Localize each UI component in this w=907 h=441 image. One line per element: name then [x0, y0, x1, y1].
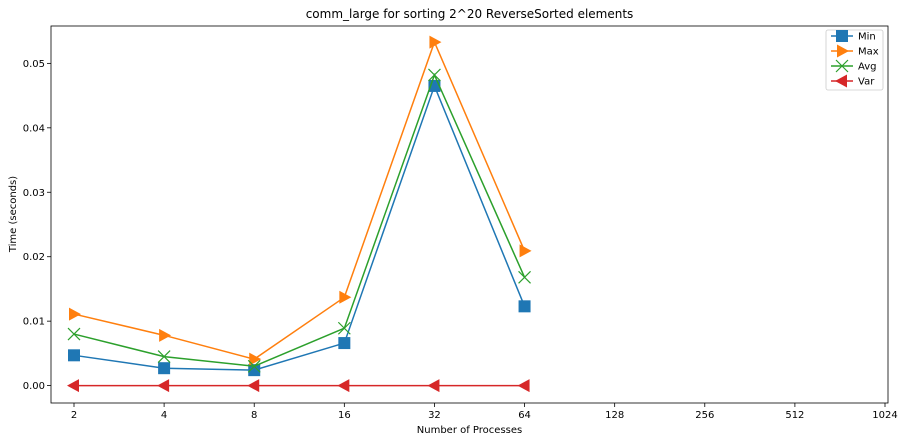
- series-avg: [67, 68, 531, 373]
- series-line: [73, 72, 526, 368]
- legend-marker: [835, 59, 849, 73]
- y-tick-label: 0.05: [23, 59, 45, 70]
- y-tick-label: 0.04: [23, 123, 45, 134]
- legend-marker: [837, 44, 849, 58]
- data-point: [337, 379, 350, 393]
- y-tick-label: 0.03: [23, 188, 45, 199]
- y-tick-label: 0.00: [23, 381, 45, 392]
- data-point: [67, 327, 81, 341]
- series-layer: [67, 35, 532, 393]
- y-tick-label: 0.01: [23, 317, 45, 328]
- x-tick-label: 512: [785, 410, 804, 421]
- data-point: [67, 379, 79, 393]
- legend-marker: [835, 74, 847, 88]
- x-tick-label: 256: [695, 410, 714, 421]
- data-point: [157, 350, 171, 364]
- legend-label: Var: [858, 77, 875, 88]
- series-var: [67, 379, 530, 393]
- data-point: [248, 364, 261, 377]
- y-axis-label: Time (seconds): [8, 176, 19, 253]
- x-tick-label: 64: [518, 410, 531, 421]
- data-point: [69, 307, 81, 321]
- data-point: [338, 337, 351, 350]
- legend-item: Min: [831, 30, 876, 43]
- data-point: [518, 300, 531, 313]
- plot-area: [50, 25, 889, 404]
- legend-item: Var: [831, 74, 875, 88]
- y-tick-label: 0.02: [23, 252, 45, 263]
- data-point: [519, 244, 532, 258]
- data-point: [337, 321, 351, 335]
- data-point: [427, 379, 440, 393]
- legend-label: Max: [858, 47, 879, 58]
- data-point: [339, 290, 352, 304]
- legend-label: Min: [858, 32, 876, 43]
- data-point: [517, 379, 530, 393]
- x-tick-label: 16: [338, 410, 351, 421]
- legend-label: Avg: [858, 62, 877, 73]
- x-axis: 2 4 8 16 32 64 128 256 512 1024: [71, 403, 898, 421]
- data-point: [428, 68, 441, 82]
- data-point: [159, 328, 172, 342]
- x-tick-label: 8: [251, 410, 257, 421]
- series-max: [69, 35, 532, 366]
- data-point: [68, 349, 80, 362]
- data-point: [249, 352, 262, 366]
- x-tick-label: 32: [428, 410, 441, 421]
- legend-marker: [836, 30, 848, 42]
- legend-box: [825, 29, 884, 91]
- legend-item: Max: [831, 44, 879, 58]
- data-point: [247, 379, 260, 393]
- legend: Min Max Avg Var: [825, 29, 884, 91]
- x-axis-label: Number of Processes: [417, 425, 522, 436]
- data-point: [518, 270, 531, 284]
- legend-item: Avg: [831, 59, 877, 73]
- x-tick-label: 2: [71, 410, 77, 421]
- x-tick-label: 128: [605, 410, 624, 421]
- series-line: [73, 83, 526, 371]
- series-line: [73, 40, 526, 360]
- chart-title: comm_large for sorting 2^20 ReverseSorte…: [306, 7, 634, 21]
- x-tick-label: 1024: [872, 410, 897, 421]
- data-point: [429, 35, 442, 49]
- series-min: [68, 79, 531, 377]
- data-point: [157, 379, 170, 393]
- x-tick-label: 4: [161, 410, 167, 421]
- data-point: [247, 359, 261, 373]
- data-point: [158, 362, 171, 375]
- y-axis: 0.00 0.01 0.02 0.03 0.04 0.05: [23, 59, 51, 392]
